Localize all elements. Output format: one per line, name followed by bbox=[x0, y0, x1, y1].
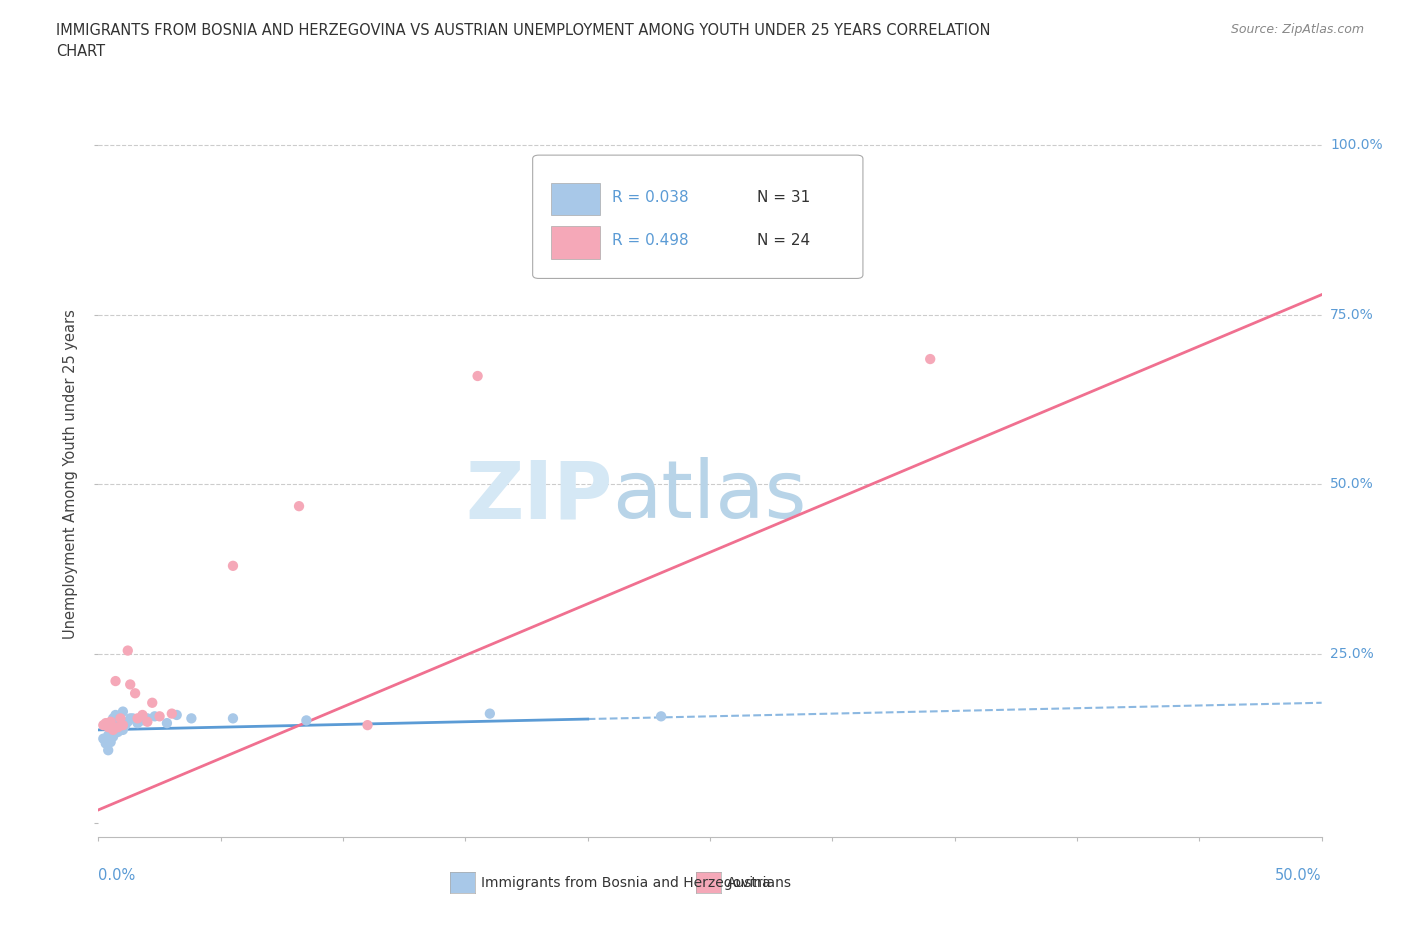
Point bbox=[143, 709, 166, 724]
Point bbox=[114, 718, 136, 733]
Text: Austrians: Austrians bbox=[727, 875, 792, 890]
Point bbox=[149, 709, 172, 724]
Point bbox=[120, 677, 142, 692]
Point bbox=[127, 711, 149, 725]
Point bbox=[600, 260, 623, 275]
Point bbox=[104, 673, 127, 688]
Point bbox=[131, 708, 153, 723]
Point bbox=[478, 706, 501, 721]
Point bbox=[107, 711, 129, 725]
Point bbox=[94, 716, 117, 731]
Point bbox=[180, 711, 202, 725]
Point bbox=[101, 711, 124, 725]
Point bbox=[107, 720, 129, 735]
Point bbox=[100, 714, 122, 729]
Text: R = 0.038: R = 0.038 bbox=[612, 190, 689, 205]
Point bbox=[121, 711, 143, 725]
Text: 100.0%: 100.0% bbox=[1330, 139, 1382, 153]
Point bbox=[110, 711, 132, 725]
Point bbox=[222, 711, 245, 725]
Text: 0.0%: 0.0% bbox=[98, 868, 135, 883]
Point bbox=[117, 714, 139, 729]
Point bbox=[104, 721, 127, 736]
Point bbox=[467, 368, 489, 383]
Text: 50.0%: 50.0% bbox=[1275, 868, 1322, 883]
Point bbox=[166, 708, 188, 723]
Point bbox=[100, 718, 122, 733]
Point bbox=[136, 714, 159, 729]
Point bbox=[111, 723, 134, 737]
Text: R = 0.498: R = 0.498 bbox=[612, 233, 689, 248]
Point bbox=[97, 720, 120, 735]
Text: atlas: atlas bbox=[612, 457, 807, 535]
Text: N = 24: N = 24 bbox=[756, 233, 810, 248]
Point bbox=[97, 728, 120, 743]
Point bbox=[100, 735, 122, 750]
Text: 25.0%: 25.0% bbox=[1330, 647, 1374, 661]
Text: ZIP: ZIP bbox=[465, 457, 612, 535]
Point bbox=[920, 352, 942, 366]
Point bbox=[117, 644, 139, 658]
Text: Source: ZipAtlas.com: Source: ZipAtlas.com bbox=[1230, 23, 1364, 36]
FancyBboxPatch shape bbox=[551, 182, 600, 216]
Point bbox=[141, 696, 163, 711]
Point bbox=[222, 558, 245, 573]
Point bbox=[120, 711, 142, 725]
Point bbox=[160, 706, 183, 721]
Point bbox=[110, 716, 132, 731]
Point bbox=[124, 685, 146, 700]
FancyBboxPatch shape bbox=[551, 226, 600, 259]
Point bbox=[356, 718, 378, 733]
Point bbox=[136, 711, 159, 725]
Point bbox=[156, 716, 179, 731]
Point bbox=[100, 724, 122, 739]
Point bbox=[111, 718, 134, 733]
Point bbox=[91, 718, 114, 733]
Point bbox=[131, 713, 153, 728]
Text: CHART: CHART bbox=[56, 44, 105, 59]
Point bbox=[288, 498, 311, 513]
Text: IMMIGRANTS FROM BOSNIA AND HERZEGOVINA VS AUSTRIAN UNEMPLOYMENT AMONG YOUTH UNDE: IMMIGRANTS FROM BOSNIA AND HERZEGOVINA V… bbox=[56, 23, 991, 38]
Point bbox=[94, 736, 117, 751]
Point bbox=[650, 709, 672, 724]
Point bbox=[111, 704, 134, 719]
Point bbox=[91, 731, 114, 746]
Text: 75.0%: 75.0% bbox=[1330, 308, 1374, 322]
Text: Immigrants from Bosnia and Herzegovina: Immigrants from Bosnia and Herzegovina bbox=[481, 875, 770, 890]
Point bbox=[97, 743, 120, 758]
Point bbox=[295, 713, 318, 728]
Point bbox=[104, 708, 127, 723]
Point bbox=[101, 729, 124, 744]
Point bbox=[107, 724, 129, 739]
Text: N = 31: N = 31 bbox=[756, 190, 810, 205]
FancyBboxPatch shape bbox=[533, 155, 863, 278]
Text: 50.0%: 50.0% bbox=[1330, 477, 1374, 491]
Y-axis label: Unemployment Among Youth under 25 years: Unemployment Among Youth under 25 years bbox=[63, 310, 79, 639]
Point bbox=[127, 716, 149, 731]
Point bbox=[101, 723, 124, 737]
